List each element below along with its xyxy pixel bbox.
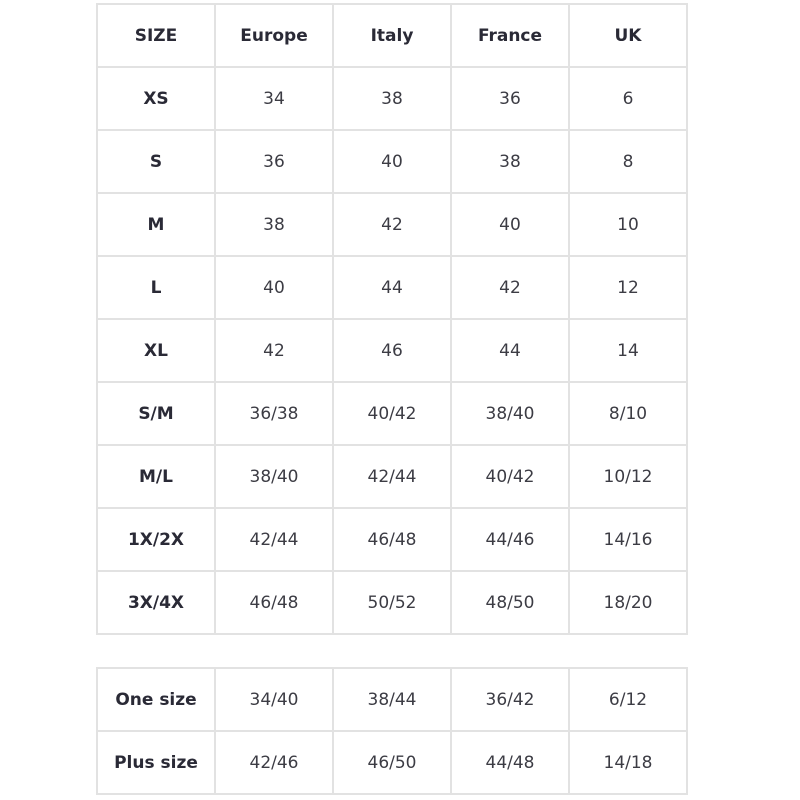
- table-row: 3X/4X 46/48 50/52 48/50 18/20: [96, 570, 688, 635]
- column-header: UK: [568, 3, 688, 68]
- table-cell: 46: [332, 318, 452, 383]
- table-cell: 8: [568, 129, 688, 194]
- table-cell: 10/12: [568, 444, 688, 509]
- table-cell: 44: [450, 318, 570, 383]
- table-cell: 42/44: [214, 507, 334, 572]
- size-label-cell: One size: [96, 667, 216, 732]
- table-cell: 38/40: [214, 444, 334, 509]
- table-cell: 38: [214, 192, 334, 257]
- size-label-cell: 3X/4X: [96, 570, 216, 635]
- table-cell: 42: [214, 318, 334, 383]
- table-cell: 40: [214, 255, 334, 320]
- table-row: XL 42 46 44 14: [96, 318, 688, 383]
- size-conversion-table: SIZE Europe Italy France UK XS 34 38 36 6 S 36 40 38 8…: [96, 3, 688, 635]
- table-cell: 42/44: [332, 444, 452, 509]
- table-cell: 18/20: [568, 570, 688, 635]
- table-row: One size 34/40 38/44 36/42 6/12: [96, 667, 688, 732]
- size-label-cell: M: [96, 192, 216, 257]
- table-cell: 44/46: [450, 507, 570, 572]
- table-cell: 40/42: [332, 381, 452, 446]
- one-plus-size-table: One size 34/40 38/44 36/42 6/12 Plus size 42/4…: [96, 667, 688, 795]
- column-header: Europe: [214, 3, 334, 68]
- size-label-cell: M/L: [96, 444, 216, 509]
- table-row: L 40 44 42 12: [96, 255, 688, 320]
- table-cell: 44: [332, 255, 452, 320]
- size-label-cell: S/M: [96, 381, 216, 446]
- table-cell: 40/42: [450, 444, 570, 509]
- size-label-cell: Plus size: [96, 730, 216, 795]
- table-cell: 36/38: [214, 381, 334, 446]
- table-row: Plus size 42/46 46/50 44/48 14/18: [96, 730, 688, 795]
- table-cell: 38/44: [332, 667, 452, 732]
- table-cell: 34: [214, 66, 334, 131]
- size-label-cell: XL: [96, 318, 216, 383]
- table-cell: 46/48: [332, 507, 452, 572]
- table-cell: 46/50: [332, 730, 452, 795]
- table-cell: 12: [568, 255, 688, 320]
- table-cell: 38/40: [450, 381, 570, 446]
- table-cell: 38: [332, 66, 452, 131]
- table-cell: 38: [450, 129, 570, 194]
- table-cell: 44/48: [450, 730, 570, 795]
- size-label-cell: XS: [96, 66, 216, 131]
- size-label-cell: L: [96, 255, 216, 320]
- table-cell: 46/48: [214, 570, 334, 635]
- table-cell: 48/50: [450, 570, 570, 635]
- table-cell: 40: [332, 129, 452, 194]
- table-row: S/M 36/38 40/42 38/40 8/10: [96, 381, 688, 446]
- table-row: M/L 38/40 42/44 40/42 10/12: [96, 444, 688, 509]
- table-row: 1X/2X 42/44 46/48 44/46 14/16: [96, 507, 688, 572]
- table-cell: 42: [332, 192, 452, 257]
- table-cell: 50/52: [332, 570, 452, 635]
- size-label-cell: 1X/2X: [96, 507, 216, 572]
- table-cell: 36: [450, 66, 570, 131]
- table-row: S 36 40 38 8: [96, 129, 688, 194]
- column-header: SIZE: [96, 3, 216, 68]
- table-cell: 6/12: [568, 667, 688, 732]
- table-cell: 42/46: [214, 730, 334, 795]
- table-cell: 14: [568, 318, 688, 383]
- header-row: SIZE Europe Italy France UK: [96, 3, 688, 68]
- size-label-cell: S: [96, 129, 216, 194]
- column-header: France: [450, 3, 570, 68]
- column-header: Italy: [332, 3, 452, 68]
- table-cell: 36: [214, 129, 334, 194]
- table-row: M 38 42 40 10: [96, 192, 688, 257]
- table-cell: 8/10: [568, 381, 688, 446]
- table-cell: 10: [568, 192, 688, 257]
- table-cell: 36/42: [450, 667, 570, 732]
- table-cell: 6: [568, 66, 688, 131]
- table-cell: 40: [450, 192, 570, 257]
- table-cell: 42: [450, 255, 570, 320]
- table-cell: 34/40: [214, 667, 334, 732]
- table-cell: 14/18: [568, 730, 688, 795]
- table-row: XS 34 38 36 6: [96, 66, 688, 131]
- table-cell: 14/16: [568, 507, 688, 572]
